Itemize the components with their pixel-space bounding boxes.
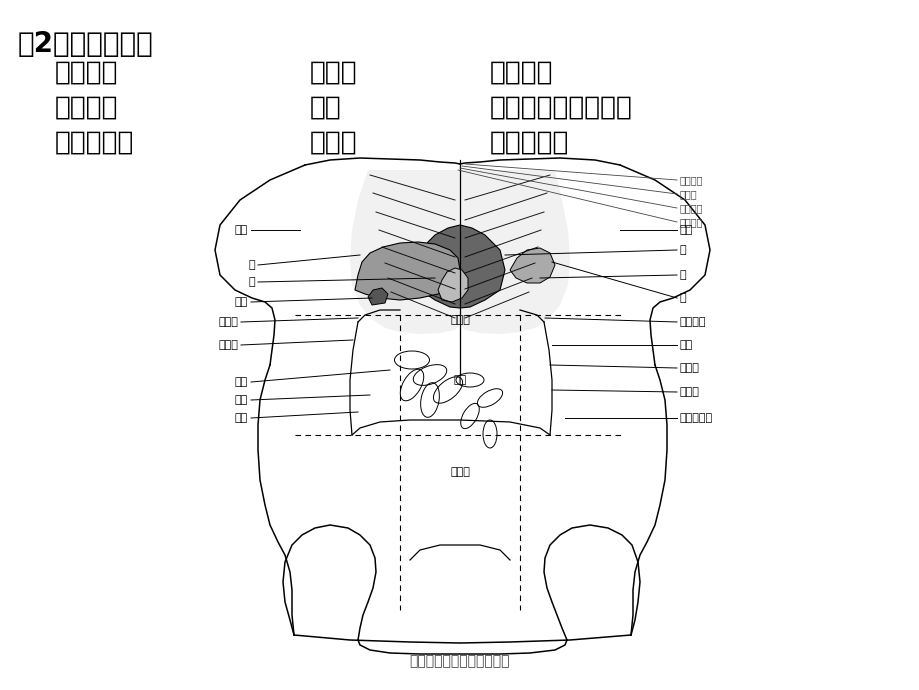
- Text: 胸骨线: 胸骨线: [679, 189, 697, 199]
- Text: 脐区: 脐区: [310, 95, 341, 121]
- Text: 胸骨旁线: 胸骨旁线: [679, 203, 703, 213]
- Text: 脐区: 脐区: [453, 375, 466, 385]
- Text: 横结肠: 横结肠: [218, 317, 238, 327]
- Text: 胆囊: 胆囊: [234, 297, 248, 307]
- Text: 脾: 脾: [679, 293, 686, 303]
- Text: 右季肋区: 右季肋区: [55, 60, 119, 86]
- Text: 右外侧区: 右外侧区: [55, 95, 119, 121]
- Polygon shape: [349, 170, 460, 334]
- Polygon shape: [414, 225, 505, 308]
- Text: 盲肠: 盲肠: [234, 395, 248, 405]
- Polygon shape: [368, 288, 388, 305]
- Text: 左腹股沟区: 左腹股沟区: [679, 413, 712, 423]
- Text: 升结肠: 升结肠: [218, 340, 238, 350]
- Text: 右肺: 右肺: [234, 225, 248, 235]
- Text: 腹下区: 腹下区: [310, 130, 357, 156]
- Text: 空肠: 空肠: [679, 340, 693, 350]
- Text: 左季肋区: 左季肋区: [679, 317, 706, 327]
- Text: 心: 心: [679, 245, 686, 255]
- Text: 腹上区: 腹上区: [310, 60, 357, 86]
- Text: 锁骨中线: 锁骨中线: [679, 217, 703, 227]
- Text: 左季肋区: 左季肋区: [490, 60, 553, 86]
- Polygon shape: [509, 248, 554, 283]
- Text: 右腹股沟区: 右腹股沟区: [55, 130, 134, 156]
- Text: 胃: 胃: [248, 277, 255, 287]
- Text: 降结肠: 降结肠: [679, 363, 699, 373]
- Polygon shape: [437, 268, 468, 302]
- Text: 左肺: 左肺: [679, 225, 693, 235]
- Text: 肝: 肝: [248, 260, 255, 270]
- Polygon shape: [355, 242, 460, 300]
- Text: 腹上区: 腹上区: [449, 315, 470, 325]
- Text: 阑尾: 阑尾: [234, 413, 248, 423]
- Text: 胸部的标志线及腹部的分区: 胸部的标志线及腹部的分区: [409, 654, 510, 668]
- Text: 膈: 膈: [679, 270, 686, 280]
- Text: （2）腹部的分区: （2）腹部的分区: [18, 30, 153, 58]
- Text: 左外侧区（左腰区）: 左外侧区（左腰区）: [490, 95, 632, 121]
- Text: 左腹股沟区: 左腹股沟区: [490, 130, 569, 156]
- Text: 左腰区: 左腰区: [679, 387, 699, 397]
- Text: 前正中线: 前正中线: [679, 175, 703, 185]
- Text: 回肠: 回肠: [234, 377, 248, 387]
- Polygon shape: [460, 170, 570, 334]
- Text: 腹下区: 腹下区: [449, 467, 470, 477]
